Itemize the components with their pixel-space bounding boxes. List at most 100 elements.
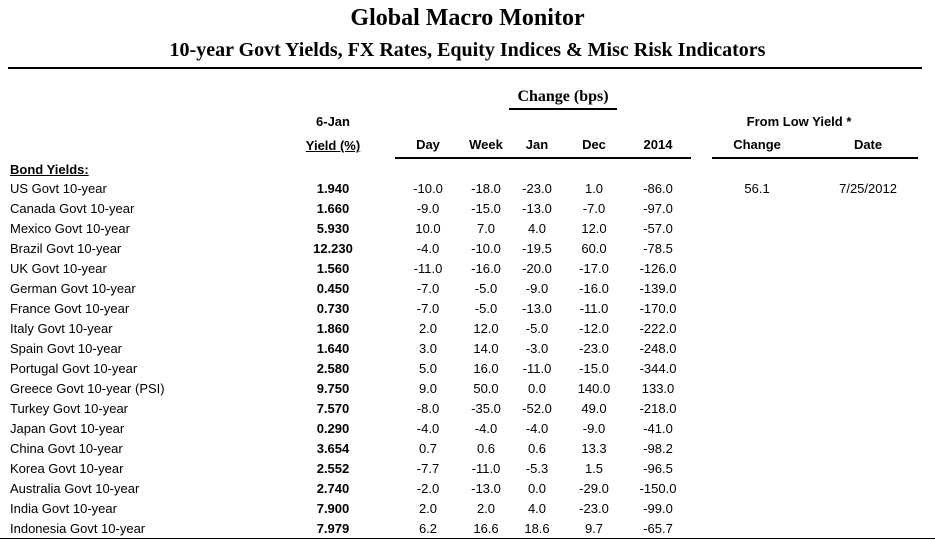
cell-change-2014: -78.5	[643, 241, 673, 256]
spacer	[691, 259, 712, 279]
cell-change-dec: -12.0	[579, 321, 609, 336]
cell-change-2014: -126.0	[639, 261, 677, 276]
spacer	[802, 459, 818, 479]
cell-change-day: -9.0	[416, 201, 440, 216]
cell-from-low-change	[712, 259, 802, 279]
table-row: Spain Govt 10-year 1.640 3.0 14.0 -3.0 -…	[0, 339, 918, 359]
spacer	[691, 219, 712, 239]
cell-from-low-date	[818, 359, 918, 379]
cell-change-2014: -150.0	[639, 481, 677, 496]
spacer	[802, 359, 818, 379]
cell-yield: 0.730	[316, 301, 350, 316]
cell-instrument-name: Korea Govt 10-year	[10, 461, 124, 476]
cell-change-jan: 4.0	[527, 221, 547, 236]
cell-yield: 2.580	[316, 361, 350, 376]
spacer	[691, 239, 712, 259]
yield-pct-header: Yield (%)	[305, 138, 361, 153]
table-row: Indonesia Govt 10-year 7.979 6.2 16.6 18…	[0, 519, 918, 539]
cell-change-jan: -13.0	[522, 301, 552, 316]
cell-change-2014: -86.0	[643, 181, 673, 196]
cell-from-low-change	[712, 239, 802, 259]
cell-from-low-change	[712, 479, 802, 499]
cell-yield: 1.940	[316, 181, 350, 196]
cell-from-low-change	[712, 199, 802, 219]
spacer	[691, 399, 712, 419]
spacer	[366, 339, 395, 359]
cell-instrument-name: Spain Govt 10-year	[10, 341, 123, 356]
spacer	[691, 339, 712, 359]
cell-yield: 2.740	[316, 481, 350, 496]
cell-from-low-date	[818, 259, 918, 279]
spacer	[802, 319, 818, 339]
cell-from-low-date	[818, 439, 918, 459]
cell-change-week: -10.0	[471, 241, 501, 256]
cell-from-low-date	[818, 419, 918, 439]
table-row: US Govt 10-year 1.940 -10.0 -18.0 -23.0 …	[0, 179, 918, 199]
spacer	[366, 499, 395, 519]
table-row: Korea Govt 10-year 2.552 -7.7 -11.0 -5.3…	[0, 459, 918, 479]
col-header-dec: Dec	[563, 132, 625, 159]
cell-change-day: -7.0	[416, 281, 440, 296]
cell-yield: 5.930	[316, 221, 350, 236]
spacer	[691, 179, 712, 199]
cell-yield: 1.560	[316, 261, 350, 276]
cell-change-2014: -170.0	[639, 301, 677, 316]
cell-change-week: -13.0	[471, 481, 501, 496]
spacer	[691, 359, 712, 379]
asof-date-header: 6-Jan	[316, 114, 350, 129]
cell-change-jan: -23.0	[522, 181, 552, 196]
cell-change-week: -18.0	[471, 181, 501, 196]
cell-from-low-change	[712, 359, 802, 379]
cell-change-day: 2.0	[418, 321, 438, 336]
cell-change-week: 16.6	[473, 521, 499, 536]
cell-instrument-name: Turkey Govt 10-year	[10, 401, 129, 416]
cell-yield: 7.570	[316, 401, 350, 416]
cell-instrument-name: UK Govt 10-year	[10, 261, 107, 276]
cell-yield: 1.640	[316, 341, 350, 356]
cell-change-jan: -5.3	[525, 461, 549, 476]
table-row: UK Govt 10-year 1.560 -11.0 -16.0 -20.0 …	[0, 259, 918, 279]
cell-change-dec: 12.0	[581, 221, 607, 236]
spacer	[366, 359, 395, 379]
spacer	[691, 459, 712, 479]
section-label-bond-yields: Bond Yields:	[10, 161, 89, 177]
spacer	[691, 379, 712, 399]
cell-change-2014: -96.5	[643, 461, 673, 476]
cell-yield: 12.230	[313, 241, 353, 256]
spacer	[691, 199, 712, 219]
cell-change-dec: 1.0	[584, 181, 604, 196]
cell-change-day: -4.0	[416, 421, 440, 436]
spacer	[691, 279, 712, 299]
cell-instrument-name: India Govt 10-year	[10, 501, 117, 516]
cell-change-2014: -97.0	[643, 201, 673, 216]
table-row: France Govt 10-year 0.730 -7.0 -5.0 -13.…	[0, 299, 918, 319]
cell-change-dec: 49.0	[581, 401, 607, 416]
change-bps-group-header: Change (bps)	[509, 88, 617, 110]
spacer	[691, 479, 712, 499]
spacer	[366, 399, 395, 419]
cell-from-low-change	[712, 299, 802, 319]
cell-from-low-change: 56.1	[744, 181, 770, 196]
report-subtitle: 10-year Govt Yields, FX Rates, Equity In…	[169, 39, 766, 61]
table-row: Australia Govt 10-year 2.740 -2.0 -13.0 …	[0, 479, 918, 499]
cell-yield: 3.654	[316, 441, 350, 456]
spacer	[366, 199, 395, 219]
cell-change-dec: 60.0	[581, 241, 607, 256]
cell-instrument-name: France Govt 10-year	[10, 301, 130, 316]
cell-from-low-change	[712, 499, 802, 519]
cell-change-day: -7.7	[416, 461, 440, 476]
cell-change-jan: -13.0	[522, 201, 552, 216]
cell-change-dec: 140.0	[577, 381, 611, 396]
spacer	[802, 419, 818, 439]
spacer	[802, 499, 818, 519]
cell-instrument-name: Japan Govt 10-year	[10, 421, 125, 436]
cell-change-day: 3.0	[418, 341, 438, 356]
table-row: Mexico Govt 10-year 5.930 10.0 7.0 4.0 1…	[0, 219, 918, 239]
table-row: China Govt 10-year 3.654 0.7 0.6 0.6 13.…	[0, 439, 918, 459]
spacer	[802, 439, 818, 459]
cell-change-day: -8.0	[416, 401, 440, 416]
cell-change-day: -4.0	[416, 241, 440, 256]
cell-from-low-change	[712, 459, 802, 479]
spacer	[366, 379, 395, 399]
